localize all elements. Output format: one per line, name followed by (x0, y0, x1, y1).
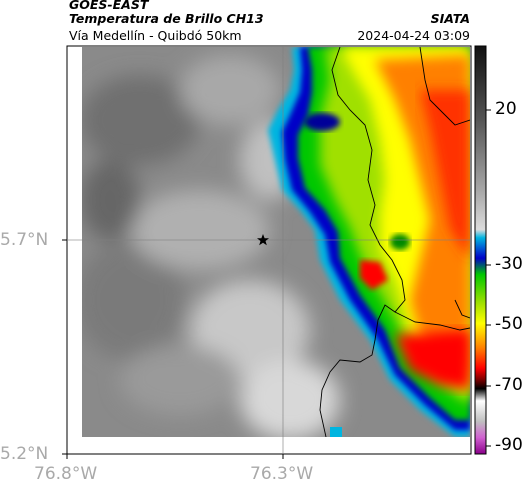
colorbar-label-minus50: -50 (495, 314, 523, 334)
product-name: Temperatura de Brillo CH13 (69, 11, 264, 26)
location-star-marker (257, 234, 269, 246)
colorbar (474, 45, 487, 455)
source-label: SIATA (430, 11, 470, 26)
lon-label-76.3: 76.3°W (250, 464, 314, 484)
lon-label-76.8: 76.8°W (34, 464, 98, 484)
region-name: Vía Medellín - Quibdó 50km (69, 28, 242, 43)
datetime-label: 2024-04-24 03:09 (357, 28, 470, 43)
coastline-lines (319, 47, 470, 437)
colorbar-ticks (486, 109, 491, 447)
lat-label-5.2: 5.2°N (0, 444, 49, 464)
lat-label-5.7: 5.7°N (0, 230, 49, 250)
colorbar-label-minus90: -90 (495, 435, 523, 455)
satellite-name: GOES-EAST (69, 0, 149, 12)
colorbar-label-minus70: -70 (495, 375, 523, 395)
map-imagery (82, 47, 470, 437)
colorbar-label-20: 20 (495, 99, 517, 119)
colorbar-label-minus30: -30 (495, 254, 523, 274)
